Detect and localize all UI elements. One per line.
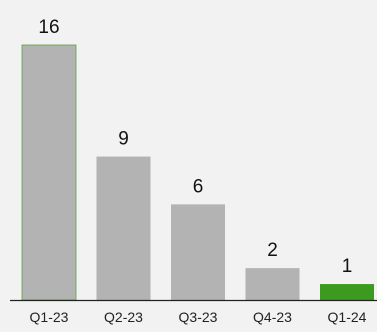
value-label-q1-23: 16 — [38, 17, 59, 38]
value-label-q3-23: 6 — [193, 176, 204, 197]
bar-q2-23 — [96, 156, 151, 300]
x-tick-label-q2-23: Q2-23 — [104, 309, 143, 325]
bar-q1-24 — [320, 284, 374, 300]
bar-q1-23 — [21, 44, 77, 301]
x-tick-labels-group: Q1-23 Q2-23 Q3-23 Q4-23 Q1-24 — [30, 309, 367, 325]
x-tick-label-q4-23: Q4-23 — [253, 309, 292, 325]
bar-q3-23 — [171, 204, 225, 300]
value-labels-group: 16 9 6 2 1 — [38, 17, 352, 277]
value-label-q4-23: 2 — [267, 240, 278, 261]
x-tick-label-q3-23: Q3-23 — [179, 309, 218, 325]
value-label-q2-23: 9 — [118, 129, 129, 150]
bars-group — [21, 44, 374, 301]
value-label-q1-24: 1 — [342, 256, 353, 277]
x-tick-label-q1-24: Q1-24 — [328, 309, 367, 325]
x-tick-label-q1-23: Q1-23 — [30, 309, 69, 325]
bar-q4-23 — [245, 268, 300, 300]
